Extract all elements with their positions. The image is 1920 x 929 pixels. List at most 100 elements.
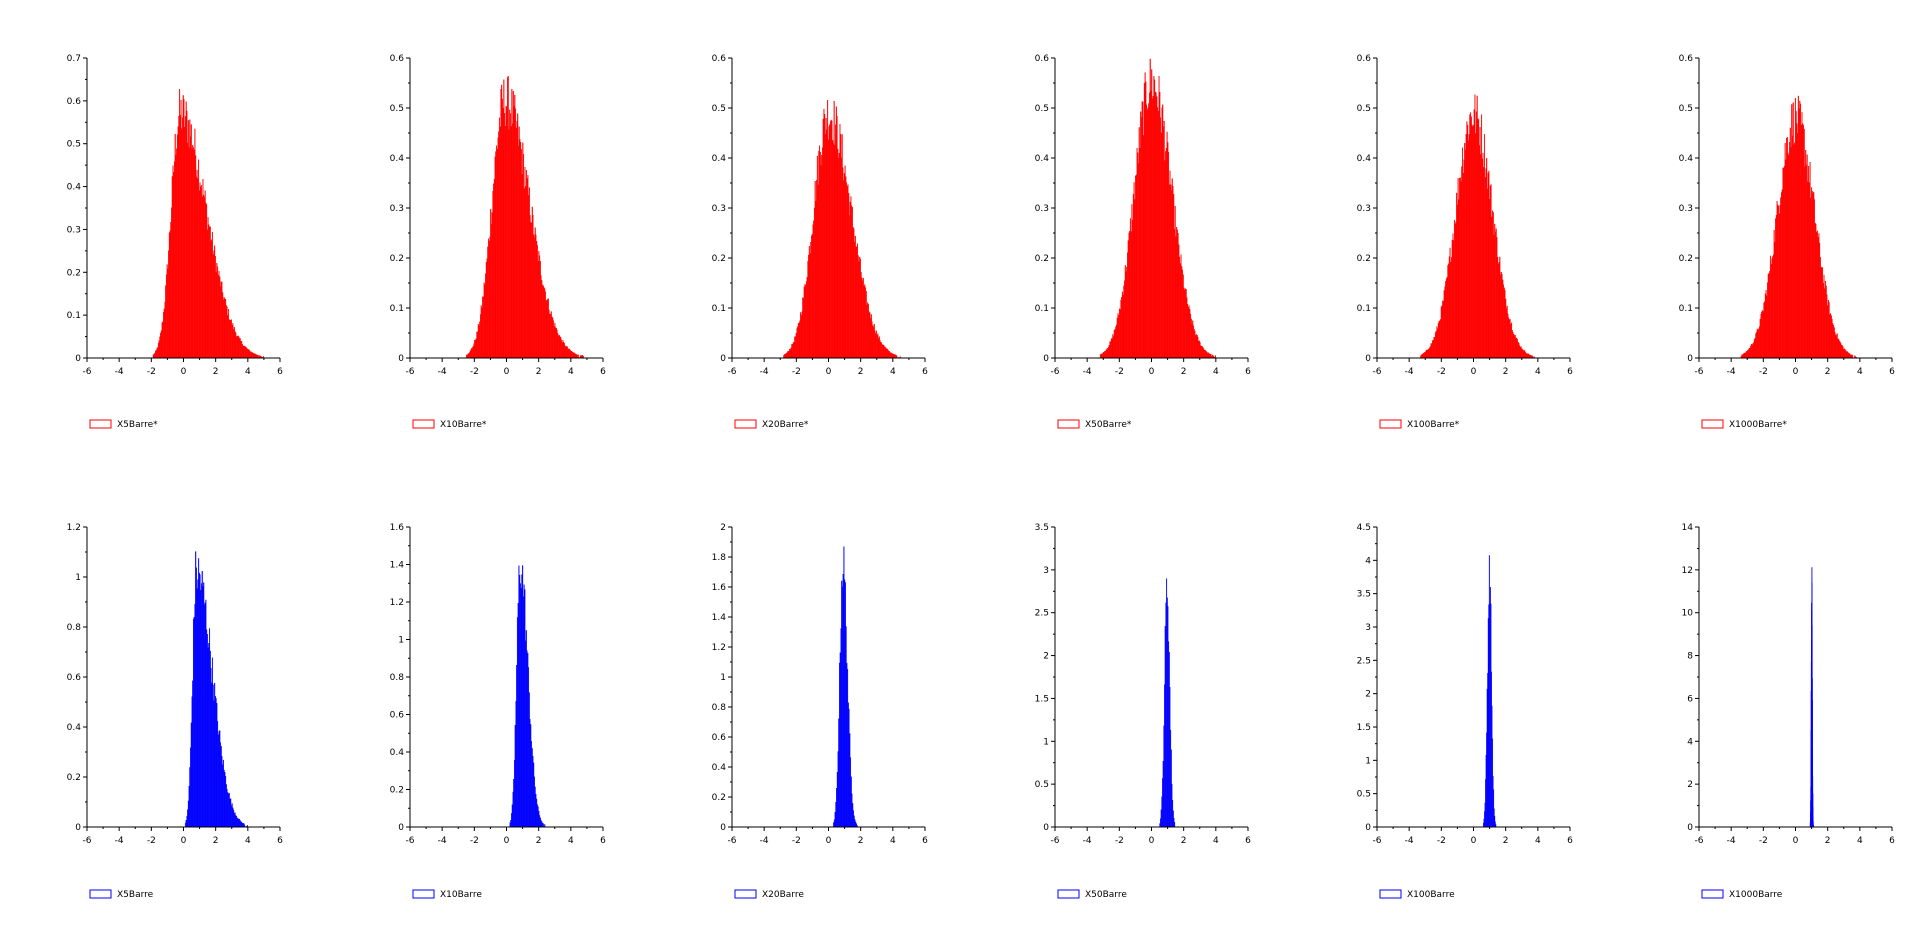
x-tick-label: -2	[792, 367, 801, 377]
y-tick-label: 0	[720, 823, 726, 833]
x-tick-label: 4	[1857, 367, 1863, 377]
y-tick-label: 2	[1687, 780, 1693, 790]
x-tick-label: 6	[1245, 367, 1251, 377]
legend-swatch	[734, 889, 757, 899]
y-tick-label: 0.5	[1679, 104, 1693, 114]
x-tick-label: 4	[245, 836, 251, 846]
legend-label: X10Barre	[440, 890, 482, 900]
legend-label: X5Barre	[117, 890, 154, 900]
y-tick-label: 0.2	[390, 786, 404, 796]
x-tick-label: 2	[1181, 367, 1187, 377]
x-tick-label: -4	[760, 367, 769, 377]
histogram-bars	[184, 551, 248, 828]
x-tick-label: -6	[1695, 367, 1704, 377]
y-tick-label: 0.6	[67, 673, 82, 683]
y-tick-label: 0.3	[1357, 204, 1371, 214]
y-tick-label: 0.2	[67, 773, 81, 783]
y-tick-label: 0.3	[712, 204, 726, 214]
y-tick-label: 1.5	[1035, 694, 1049, 704]
histogram-bars	[1483, 555, 1497, 828]
histogram-bar	[1174, 822, 1176, 828]
legend-label: X1000Barre*	[1729, 420, 1787, 430]
x-tick-label: -4	[115, 836, 124, 846]
x-tick-label: -4	[1405, 836, 1414, 846]
y-tick-label: 0.4	[712, 154, 727, 164]
x-tick-label: -6	[1695, 836, 1704, 846]
y-tick-label: 1.2	[712, 643, 726, 653]
y-tick-label: 0.3	[1679, 204, 1693, 214]
y-tick-label: 1.6	[712, 583, 727, 593]
legend-swatch	[1379, 419, 1402, 429]
histogram-panel: -6 -4 -2 0 2 4 6 0 0.1 0.2 0.3 0.4 0.5 0.6 X50Barre*	[1035, 54, 1251, 430]
y-tick-label: 0.2	[1035, 254, 1049, 264]
histogram-panel: -6 -4 -2 0 2 4 6 0 0.1 0.2 0.3 0.4 0.5 0.6 X20Barre*	[712, 54, 928, 430]
y-tick-label: 0.2	[1679, 254, 1693, 264]
legend-swatch	[1701, 419, 1724, 429]
histogram-panel: -6 -4 -2 0 2 4 6 0 0.2 0.4 0.6 0.8 1 1.2 X5Barre	[67, 523, 283, 900]
histogram-bars	[783, 100, 902, 359]
y-tick-label: 0	[398, 354, 404, 364]
x-tick-label: 6	[277, 367, 283, 377]
y-tick-label: 0.6	[390, 54, 405, 64]
y-tick-label: 2	[1043, 652, 1049, 662]
y-tick-label: 0.2	[1357, 254, 1371, 264]
y-tick-label: 1	[1365, 756, 1371, 766]
legend-swatch	[89, 419, 112, 429]
histogram-bars	[1740, 95, 1857, 359]
y-tick-label: 1.4	[390, 561, 405, 571]
y-tick-label: 0.1	[1035, 304, 1049, 314]
histogram-panel: -6 -4 -2 0 2 4 6 0 0.1 0.2 0.3 0.4 0.5 0.6 X1000Barre*	[1679, 54, 1895, 430]
histogram-panel: -6 -4 -2 0 2 4 6 0 0.5 1 1.5 2 2.5 3 3.5 4 4.5 X100Barre	[1357, 523, 1573, 900]
y-tick-label: 0.6	[1679, 54, 1694, 64]
y-tick-label: 0.5	[712, 104, 726, 114]
y-tick-label: 0	[1043, 823, 1049, 833]
histogram-panel: -6 -4 -2 0 2 4 6 0 0.2 0.4 0.6 0.8 1 1.2 1.4 1.6 X10Barr…	[390, 523, 606, 900]
y-tick-label: 0.4	[390, 154, 405, 164]
x-tick-label: 2	[1825, 367, 1831, 377]
y-tick-label: 2	[1365, 690, 1371, 700]
x-tick-label: -4	[1083, 367, 1092, 377]
y-tick-label: 0.2	[712, 793, 726, 803]
y-tick-label: 0.6	[67, 97, 82, 107]
x-tick-label: 6	[1889, 367, 1895, 377]
legend-label: X50Barre	[1085, 890, 1127, 900]
x-tick-label: 0	[1471, 367, 1477, 377]
y-tick-label: 0.2	[67, 268, 81, 278]
x-tick-label: 4	[890, 836, 896, 846]
x-tick-label: 4	[1213, 836, 1219, 846]
x-tick-label: 0	[181, 367, 187, 377]
x-tick-label: -2	[147, 367, 156, 377]
histogram-bars	[1809, 567, 1814, 828]
legend-label: X20Barre*	[762, 420, 809, 430]
y-tick-label: 3	[1365, 623, 1371, 633]
y-tick-label: 2	[720, 523, 726, 533]
histogram-panel: -6 -4 -2 0 2 4 6 0 0.1 0.2 0.3 0.4 0.5 0.6 0.7 X5Barre*	[67, 54, 283, 430]
y-tick-label: 0.1	[712, 304, 726, 314]
y-tick-label: 0.6	[712, 54, 727, 64]
legend-label: X100Barre	[1407, 890, 1455, 900]
y-tick-label: 0	[1043, 354, 1049, 364]
legend-swatch	[1379, 889, 1402, 899]
x-tick-label: 4	[245, 367, 251, 377]
x-tick-label: 4	[1535, 836, 1541, 846]
x-tick-label: -6	[1051, 836, 1060, 846]
y-tick-label: 1	[75, 573, 81, 583]
x-tick-label: 6	[600, 836, 606, 846]
y-tick-label: 0.1	[390, 304, 404, 314]
x-tick-label: 4	[890, 367, 896, 377]
x-tick-label: -6	[406, 367, 415, 377]
x-tick-label: 0	[1149, 836, 1155, 846]
x-tick-label: -2	[1115, 367, 1124, 377]
legend-label: X50Barre*	[1085, 420, 1132, 430]
y-tick-label: 0.1	[1357, 304, 1371, 314]
y-tick-label: 6	[1687, 694, 1693, 704]
x-tick-label: 4	[1535, 367, 1541, 377]
y-tick-label: 4	[1365, 556, 1371, 566]
x-tick-label: -4	[1727, 836, 1736, 846]
x-tick-label: -6	[406, 836, 415, 846]
y-tick-label: 0.4	[67, 723, 82, 733]
legend-label: X10Barre*	[440, 420, 487, 430]
legend-swatch	[1057, 889, 1080, 899]
x-tick-label: -2	[470, 836, 479, 846]
legend-swatch	[734, 419, 757, 429]
